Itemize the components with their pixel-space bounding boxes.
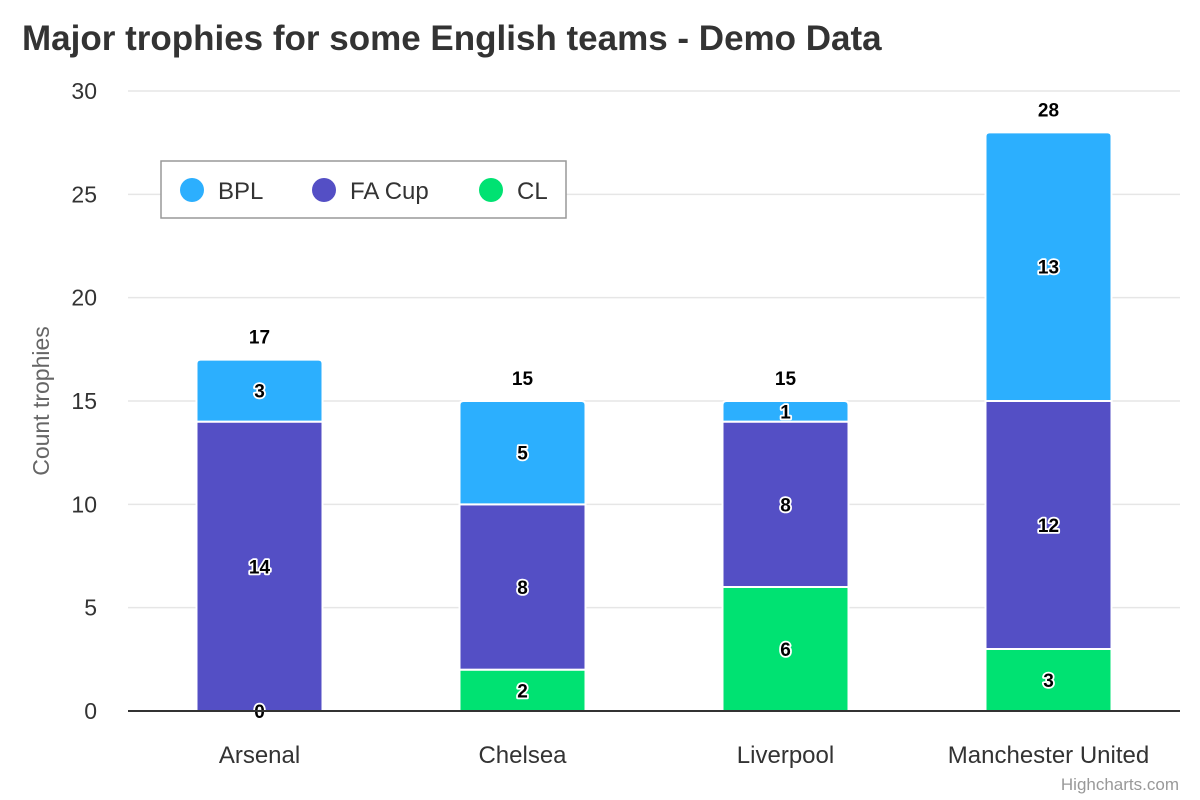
bar-segment[interactable] xyxy=(195,420,324,712)
x-category-label: Liverpool xyxy=(737,742,834,769)
bar-data-label: 8 xyxy=(780,495,791,516)
x-axis-category-labels: Arsenal Chelsea Liverpool Manchester United xyxy=(219,742,1149,769)
bar-data-label: 0 xyxy=(254,702,265,723)
stack-total-label: 15 xyxy=(775,369,797,390)
legend-item-label[interactable]: BPL xyxy=(218,178,263,205)
y-tick-label: 15 xyxy=(71,388,97,414)
bar-segment[interactable] xyxy=(984,131,1113,402)
y-tick-label: 5 xyxy=(84,595,97,621)
bar-segment[interactable] xyxy=(458,503,587,671)
bar-segment[interactable] xyxy=(458,400,587,506)
bar-data-label: 3 xyxy=(1043,671,1054,692)
bar-segment[interactable] xyxy=(721,400,850,423)
legend-item-label[interactable]: FA Cup xyxy=(350,178,429,205)
x-category-label: Chelsea xyxy=(478,742,567,769)
legend-item-label[interactable]: CL xyxy=(517,178,548,205)
x-category-label: Manchester United xyxy=(948,742,1149,769)
bar-data-label: 14 xyxy=(249,557,271,578)
bar-series xyxy=(195,131,1113,713)
bar-segment[interactable] xyxy=(195,358,324,423)
bar-segment[interactable] xyxy=(721,420,850,588)
bar-data-label: 12 xyxy=(1038,516,1059,537)
bar-segment[interactable] xyxy=(984,648,1113,712)
y-axis-tick-labels: 0 5 10 15 20 25 30 xyxy=(71,78,97,724)
stack-total-label: 17 xyxy=(249,328,270,349)
y-tick-label: 25 xyxy=(71,181,97,207)
chart-title: Major trophies for some English teams - … xyxy=(22,19,882,58)
legend-symbol[interactable] xyxy=(180,178,204,202)
bar-data-label: 5 xyxy=(517,444,528,465)
bar-data-label: 13 xyxy=(1038,258,1059,279)
credits-link[interactable]: Highcharts.com xyxy=(1061,775,1179,794)
bar-segment[interactable] xyxy=(721,586,850,712)
y-tick-label: 10 xyxy=(71,491,97,517)
y-tick-label: 30 xyxy=(71,78,97,104)
legend-symbol[interactable] xyxy=(479,178,503,202)
bar-data-label: 3 xyxy=(254,382,265,403)
legend-symbol[interactable] xyxy=(312,178,336,202)
y-tick-label: 0 xyxy=(84,698,97,724)
legend[interactable]: BPL FA Cup CL xyxy=(160,160,567,219)
bar-segment[interactable] xyxy=(458,668,587,713)
y-tick-label: 20 xyxy=(71,285,97,311)
x-category-label: Arsenal xyxy=(219,742,300,769)
bar-data-label: 2 xyxy=(517,681,528,702)
bar-segment[interactable] xyxy=(984,400,1113,650)
stack-total-label: 28 xyxy=(1038,100,1059,121)
bar-data-label: 1 xyxy=(780,402,791,423)
y-axis-title: Count trophies xyxy=(28,326,54,476)
stack-total-label: 15 xyxy=(512,369,534,390)
bar-data-label: 8 xyxy=(517,578,528,599)
bar-data-label: 6 xyxy=(780,640,791,661)
